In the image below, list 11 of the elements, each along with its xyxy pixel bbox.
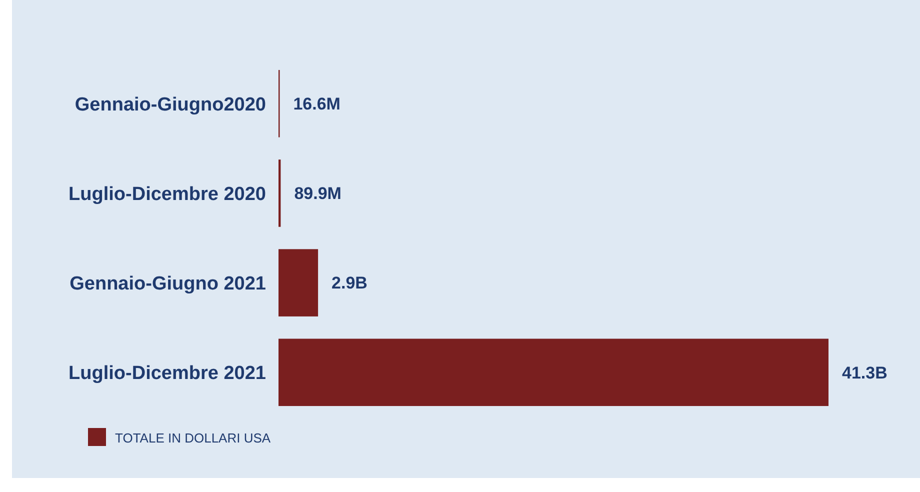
- data-label: 2.9B: [332, 274, 368, 293]
- y-tick-label: Gennaio-Giugno2020: [74, 94, 266, 116]
- bar: [278, 338, 828, 406]
- y-tick-label: Luglio-Dicembre 2020: [68, 184, 266, 205]
- bar: [278, 249, 318, 316]
- y-tick-label: Luglio-Dicembre 2021: [68, 363, 266, 384]
- data-label: 16.6M: [293, 94, 340, 114]
- y-tick-label: Gennaio-Giugno 2021: [70, 273, 266, 294]
- data-label: 41.3B: [842, 363, 888, 382]
- data-label: 89.9M: [294, 184, 342, 204]
- legend-label: TOTALE IN DOLLARI USA: [115, 430, 271, 446]
